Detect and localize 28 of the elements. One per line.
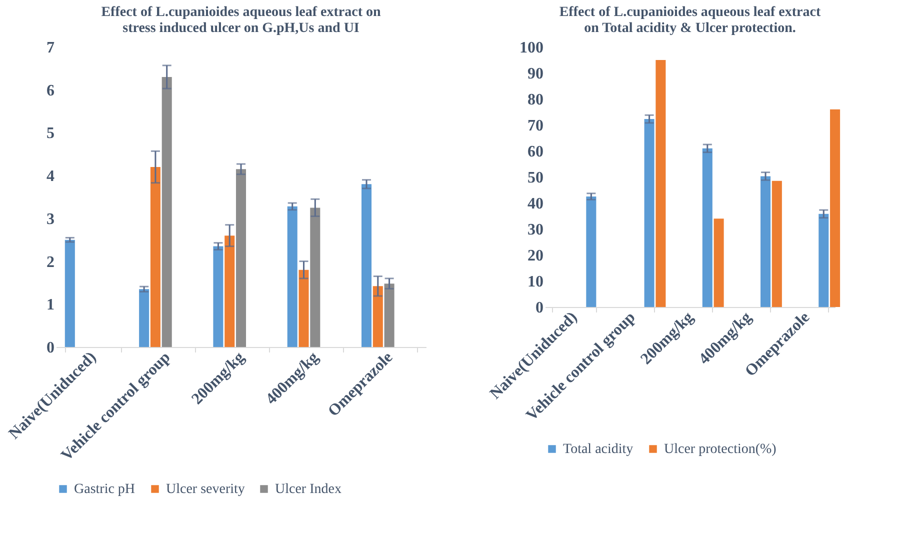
y-tick-label: 100 [520,40,544,56]
legend-label: Total acidity [563,442,634,457]
text: Effect of L.cupanioides aqueous leaf extract [559,5,821,20]
legend-label: Ulcer protection(%) [664,442,777,457]
legend-label: Gastric pH [74,482,136,497]
y-tick-label: 30 [528,222,544,238]
y-tick-label: 6 [46,82,54,100]
y-tick-label: 2 [46,254,54,271]
y-tick-label: 1 [46,296,54,314]
y-tick-label: 80 [528,92,544,108]
y-tick-label: 60 [528,144,544,160]
y-tick-label: 5 [46,125,54,142]
y-tick-label: 50 [528,170,544,186]
y-tick-label: 40 [528,196,544,212]
text: stress induced ulcer on G.pH,Us and UI [122,21,360,36]
text: on Total acidity & Ulcer protection. [584,21,796,36]
text: Effect of L.cupanioides aqueous leaf extract on [101,5,381,20]
y-tick-label: 3 [46,210,54,228]
y-tick-label: 0 [46,340,54,356]
y-tick-label: 7 [46,40,54,56]
legend-label: Ulcer severity [166,482,245,497]
y-tick-label: 0 [536,300,544,316]
y-tick-label: 70 [528,118,544,134]
y-tick-label: 10 [528,274,544,290]
y-tick-label: 20 [528,248,544,264]
y-tick-label: 90 [528,66,544,82]
legend-label: Ulcer Index [275,482,342,497]
y-tick-label: 4 [46,168,54,186]
